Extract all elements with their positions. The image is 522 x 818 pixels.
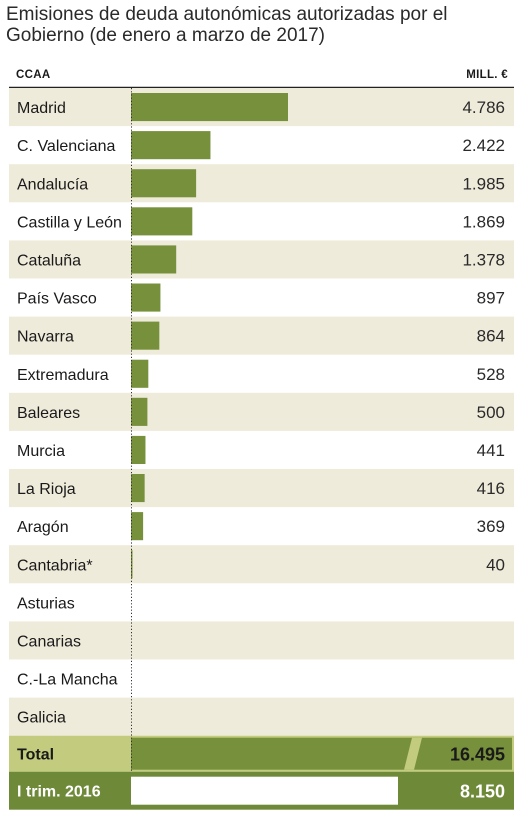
value-label: 528 [477, 365, 505, 384]
row-stripe [9, 697, 514, 736]
value-label: 1.985 [462, 174, 505, 193]
bar [131, 245, 177, 274]
category-label: Madrid [17, 100, 66, 117]
category-label: Galicia [17, 710, 66, 727]
bar [131, 550, 133, 579]
value-label: 40 [486, 555, 505, 574]
value-label: 4.786 [462, 98, 505, 117]
row-stripe [9, 545, 514, 584]
value-label: 1.869 [462, 212, 505, 231]
category-label: C. Valenciana [17, 138, 116, 155]
category-label: La Rioja [17, 481, 76, 498]
bar [131, 397, 148, 426]
category-label: País Vasco [17, 291, 97, 308]
row-stripe [9, 621, 514, 660]
value-label: 897 [477, 289, 505, 308]
header-units: MILL. € [466, 69, 508, 81]
row-stripe [9, 164, 514, 203]
value-label: 500 [477, 403, 505, 422]
bar [131, 169, 197, 198]
bar [131, 512, 144, 541]
category-label: Canarias [17, 633, 81, 650]
bar [131, 93, 288, 122]
row-stripe [9, 316, 514, 355]
bar [131, 435, 146, 464]
value-label: 369 [477, 517, 505, 536]
bar [131, 131, 211, 160]
category-label: Baleares [17, 405, 80, 422]
bar [131, 207, 193, 236]
total-bar [131, 737, 512, 770]
bar [131, 474, 145, 503]
value-label: 864 [477, 327, 505, 346]
row-stripe [9, 469, 514, 508]
value-label: 1.378 [462, 250, 505, 269]
category-label: Extremadura [17, 367, 109, 384]
previous-label: I trim. 2016 [17, 784, 101, 801]
category-label: Aragón [17, 519, 69, 536]
row-stripe [9, 392, 514, 431]
category-label: Andalucía [17, 176, 88, 193]
total-label: Total [17, 747, 54, 764]
category-label: Murcia [17, 443, 65, 460]
bar [131, 283, 161, 312]
chart-title: Emisiones de deuda autonómicas autorizad… [6, 4, 448, 46]
total-value: 16.495 [450, 745, 505, 765]
header-ccaa: CCAA [16, 69, 50, 81]
bar [131, 321, 160, 350]
category-label: Castilla y León [17, 214, 122, 231]
previous-bar [131, 776, 398, 805]
category-label: Cantabria* [17, 557, 93, 574]
category-label: C.-La Mancha [17, 672, 118, 689]
value-label: 2.422 [462, 136, 505, 155]
axis-break-gap [404, 737, 422, 770]
row-stripe [9, 240, 514, 279]
value-label: 416 [477, 479, 505, 498]
value-label: 441 [477, 441, 505, 460]
bar [131, 359, 149, 388]
category-label: Cataluña [17, 252, 81, 269]
previous-value: 8.150 [460, 782, 505, 802]
category-label: Navarra [17, 329, 74, 346]
category-label: Asturias [17, 595, 75, 612]
